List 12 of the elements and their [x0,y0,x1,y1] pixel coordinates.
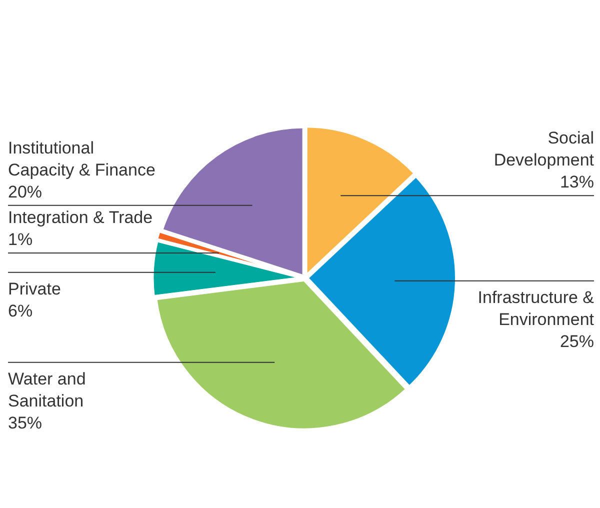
slice-label: Integration & Trade [8,208,153,227]
slice-label: Water and Sanitation [8,369,86,410]
data-label: 25% [560,332,594,351]
data-label: 35% [8,413,42,432]
slice-label: Institutional Capacity & Finance [8,138,156,180]
slice-label: Private [8,279,61,298]
data-label: 6% [8,301,33,320]
data-label: 20% [8,182,42,202]
slice-label: Social Development [494,128,594,170]
slice-label: Infrastructure & Environment [478,288,595,329]
data-label: 1% [8,230,33,249]
data-label: 13% [560,172,594,192]
